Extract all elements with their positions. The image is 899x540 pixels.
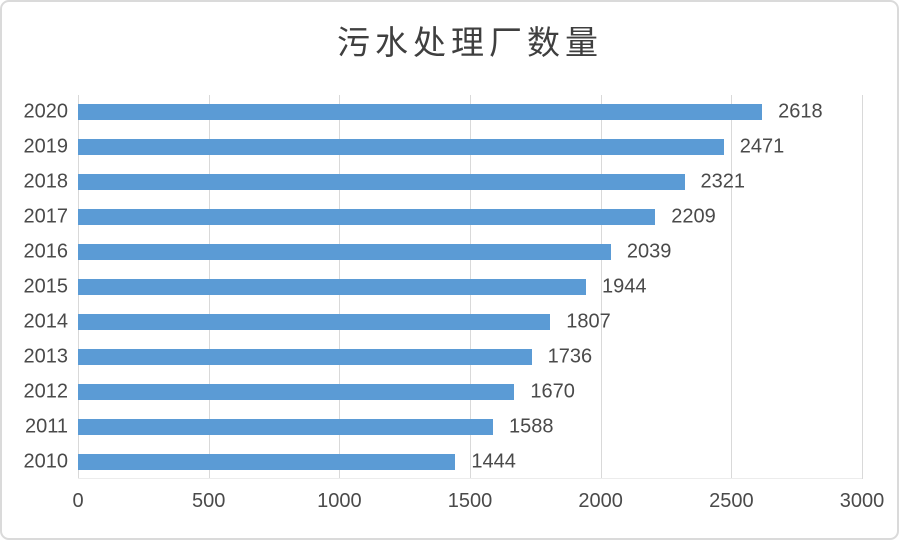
data-label-2020: 2618 xyxy=(778,100,823,123)
bar-2015 xyxy=(78,279,587,295)
data-label-2016: 2039 xyxy=(626,240,672,263)
x-tick-label: 3000 xyxy=(839,490,885,512)
bar-2014 xyxy=(78,313,551,330)
x-axis: 0 500 1000 1500 2000 2500 3000 xyxy=(0,490,899,520)
data-label-2010: 1444 xyxy=(471,450,516,473)
y-tick-label-2012: 2012 xyxy=(23,380,69,403)
bar-2010 xyxy=(78,453,456,470)
data-label-2019: 2471 xyxy=(739,135,785,158)
gridline xyxy=(731,95,733,479)
gridline xyxy=(862,95,863,479)
x-tick-label: 0 xyxy=(72,490,84,512)
y-tick-label-2019: 2019 xyxy=(23,135,69,158)
x-tick-label: 500 xyxy=(191,490,226,512)
y-tick-label-2010: 2010 xyxy=(23,450,69,473)
y-tick-label-2011: 2011 xyxy=(24,415,68,438)
data-label-2012: 1670 xyxy=(530,380,575,403)
gridline xyxy=(600,95,602,479)
y-axis: 2020 2019 2018 2017 2016 2015 2014 2013 2012 2011… xyxy=(0,95,69,479)
data-label-2018: 2321 xyxy=(700,170,746,193)
data-label-2017: 2209 xyxy=(671,205,716,228)
data-label-2013: 1736 xyxy=(547,345,593,368)
y-tick-label-2020: 2020 xyxy=(23,100,69,123)
bar-2018 xyxy=(78,174,685,191)
plot-area: 2618 2471 2321 2209 2039 1944 1807 1736 1670 1588… xyxy=(78,95,863,479)
x-tick-label: 2500 xyxy=(709,490,754,512)
bar-2019 xyxy=(78,139,724,156)
data-label-2015: 1944 xyxy=(602,275,647,298)
x-tick-label: 1500 xyxy=(447,490,493,512)
chart-title: 污水处理厂数量 xyxy=(337,23,603,62)
x-tick-label: 1000 xyxy=(317,490,362,512)
bar-2011 xyxy=(78,418,493,435)
y-tick-label-2018: 2018 xyxy=(23,170,69,193)
bar-2017 xyxy=(78,209,656,226)
x-tick-label: 2000 xyxy=(578,490,623,512)
bar-2020 xyxy=(78,104,763,121)
y-tick-label-2014: 2014 xyxy=(23,310,69,333)
y-tick-label-2017: 2017 xyxy=(23,205,69,228)
data-label-2011: 1588 xyxy=(508,415,554,438)
data-label-2014: 1807 xyxy=(566,310,611,333)
y-tick-label-2015: 2015 xyxy=(23,275,69,298)
plot-bottom-edge xyxy=(78,478,862,479)
bar-2016 xyxy=(78,244,611,261)
bar-2012 xyxy=(78,383,515,400)
bar-2013 xyxy=(78,348,532,365)
y-tick-label-2013: 2013 xyxy=(23,345,69,368)
y-tick-label-2016: 2016 xyxy=(23,240,69,263)
